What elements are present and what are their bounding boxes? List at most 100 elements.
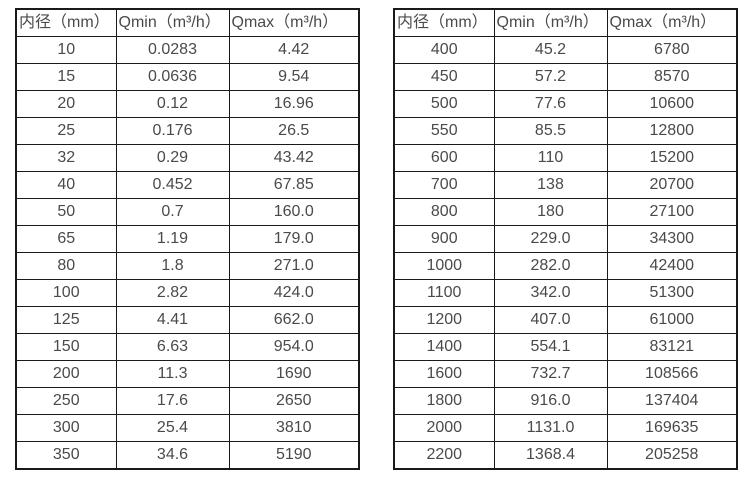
table-cell-qmax: 205258 bbox=[606, 441, 738, 470]
table-cell-qmin: 4.41 bbox=[115, 306, 230, 334]
table-row: 250 17.6 2650 bbox=[15, 387, 360, 415]
table-cell-qmax: 26.5 bbox=[228, 117, 360, 145]
table-cell-diameter: 10 bbox=[15, 36, 117, 64]
table-cell-qmax: 6780 bbox=[606, 36, 738, 64]
table-cell-diameter: 80 bbox=[15, 252, 117, 280]
table-cell-qmax: 271.0 bbox=[228, 252, 360, 280]
table-cell-qmax: 67.85 bbox=[228, 171, 360, 199]
table-cell-qmin: 0.0283 bbox=[115, 36, 230, 64]
table-cell-qmin: 34.6 bbox=[115, 441, 230, 470]
header-row: 内径（mm） Qmin（m³/h） Qmax（m³/h） bbox=[393, 8, 738, 37]
table-row: 65 1.19 179.0 bbox=[15, 225, 360, 253]
table-cell-diameter: 800 bbox=[393, 198, 495, 226]
table-row: 350 34.6 5190 bbox=[15, 441, 360, 470]
table-row: 200 11.3 1690 bbox=[15, 360, 360, 388]
flow-table-large-diameter: 内径（mm） Qmin（m³/h） Qmax（m³/h） 400 45.2 6780 45… bbox=[393, 8, 738, 470]
table-cell-diameter: 900 bbox=[393, 225, 495, 253]
table-cell-qmax: 8570 bbox=[606, 63, 738, 91]
table-cell-qmin: 732.7 bbox=[493, 360, 608, 388]
table-cell-diameter: 1400 bbox=[393, 333, 495, 361]
table-cell-qmin: 229.0 bbox=[493, 225, 608, 253]
table-cell-diameter: 450 bbox=[393, 63, 495, 91]
table-cell-diameter: 125 bbox=[15, 306, 117, 334]
table-cell-qmax: 9.54 bbox=[228, 63, 360, 91]
table-cell-qmin: 0.29 bbox=[115, 144, 230, 172]
table-cell-qmax: 169635 bbox=[606, 414, 738, 442]
column-header-qmin: Qmin（m³/h） bbox=[115, 8, 230, 37]
table-cell-diameter: 40 bbox=[15, 171, 117, 199]
column-header-qmin: Qmin（m³/h） bbox=[493, 8, 608, 37]
table-cell-qmax: 34300 bbox=[606, 225, 738, 253]
table-cell-qmax: 108566 bbox=[606, 360, 738, 388]
table-row: 1200 407.0 61000 bbox=[393, 306, 738, 334]
table-cell-diameter: 15 bbox=[15, 63, 117, 91]
table-cell-qmin: 1368.4 bbox=[493, 441, 608, 470]
table-row: 2000 1131.0 169635 bbox=[393, 414, 738, 442]
table-cell-diameter: 550 bbox=[393, 117, 495, 145]
table-row: 125 4.41 662.0 bbox=[15, 306, 360, 334]
table-cell-qmin: 2.82 bbox=[115, 279, 230, 307]
column-header-diameter: 内径（mm） bbox=[393, 8, 495, 37]
table-cell-diameter: 1200 bbox=[393, 306, 495, 334]
table-cell-qmin: 45.2 bbox=[493, 36, 608, 64]
table-cell-qmin: 11.3 bbox=[115, 360, 230, 388]
column-header-diameter: 内径（mm） bbox=[15, 8, 117, 37]
table-cell-diameter: 2200 bbox=[393, 441, 495, 470]
table-cell-diameter: 100 bbox=[15, 279, 117, 307]
table-cell-diameter: 150 bbox=[15, 333, 117, 361]
table-row: 40 0.452 67.85 bbox=[15, 171, 360, 199]
table-row: 1100 342.0 51300 bbox=[393, 279, 738, 307]
table-cell-qmin: 0.7 bbox=[115, 198, 230, 226]
table-cell-qmax: 1690 bbox=[228, 360, 360, 388]
table-cell-qmax: 4.42 bbox=[228, 36, 360, 64]
table-cell-qmin: 916.0 bbox=[493, 387, 608, 415]
table-cell-qmin: 282.0 bbox=[493, 252, 608, 280]
table-cell-qmax: 61000 bbox=[606, 306, 738, 334]
table-cell-qmax: 15200 bbox=[606, 144, 738, 172]
table-cell-diameter: 32 bbox=[15, 144, 117, 172]
table-row: 15 0.0636 9.54 bbox=[15, 63, 360, 91]
table-cell-qmax: 43.42 bbox=[228, 144, 360, 172]
table-cell-qmax: 42400 bbox=[606, 252, 738, 280]
table-cell-diameter: 350 bbox=[15, 441, 117, 470]
table-row: 400 45.2 6780 bbox=[393, 36, 738, 64]
table-cell-diameter: 700 bbox=[393, 171, 495, 199]
table-row: 1400 554.1 83121 bbox=[393, 333, 738, 361]
table-cell-diameter: 1600 bbox=[393, 360, 495, 388]
header-row: 内径（mm） Qmin（m³/h） Qmax（m³/h） bbox=[15, 8, 360, 37]
table-cell-diameter: 600 bbox=[393, 144, 495, 172]
table-cell-diameter: 250 bbox=[15, 387, 117, 415]
table-cell-qmin: 57.2 bbox=[493, 63, 608, 91]
table-cell-qmax: 5190 bbox=[228, 441, 360, 470]
table-cell-diameter: 25 bbox=[15, 117, 117, 145]
table-cell-qmax: 51300 bbox=[606, 279, 738, 307]
table-row: 2200 1368.4 205258 bbox=[393, 441, 738, 470]
table-cell-qmin: 1.19 bbox=[115, 225, 230, 253]
table-row: 800 180 27100 bbox=[393, 198, 738, 226]
table-cell-diameter: 2000 bbox=[393, 414, 495, 442]
table-row: 100 2.82 424.0 bbox=[15, 279, 360, 307]
table-cell-qmax: 954.0 bbox=[228, 333, 360, 361]
table-cell-qmin: 85.5 bbox=[493, 117, 608, 145]
table-row: 450 57.2 8570 bbox=[393, 63, 738, 91]
table-row: 150 6.63 954.0 bbox=[15, 333, 360, 361]
table-cell-qmin: 77.6 bbox=[493, 90, 608, 118]
table-cell-qmax: 12800 bbox=[606, 117, 738, 145]
table-row: 80 1.8 271.0 bbox=[15, 252, 360, 280]
table-cell-qmin: 6.63 bbox=[115, 333, 230, 361]
table-cell-qmin: 25.4 bbox=[115, 414, 230, 442]
table-cell-qmin: 1.8 bbox=[115, 252, 230, 280]
table-cell-qmax: 137404 bbox=[606, 387, 738, 415]
table-row: 20 0.12 16.96 bbox=[15, 90, 360, 118]
table-cell-qmax: 160.0 bbox=[228, 198, 360, 226]
table-cell-diameter: 20 bbox=[15, 90, 117, 118]
table-cell-diameter: 1000 bbox=[393, 252, 495, 280]
table-row: 50 0.7 160.0 bbox=[15, 198, 360, 226]
table-row: 600 110 15200 bbox=[393, 144, 738, 172]
table-row: 1000 282.0 42400 bbox=[393, 252, 738, 280]
table-row: 700 138 20700 bbox=[393, 171, 738, 199]
table-cell-diameter: 500 bbox=[393, 90, 495, 118]
table-row: 10 0.0283 4.42 bbox=[15, 36, 360, 64]
table-row: 900 229.0 34300 bbox=[393, 225, 738, 253]
table-row: 1800 916.0 137404 bbox=[393, 387, 738, 415]
